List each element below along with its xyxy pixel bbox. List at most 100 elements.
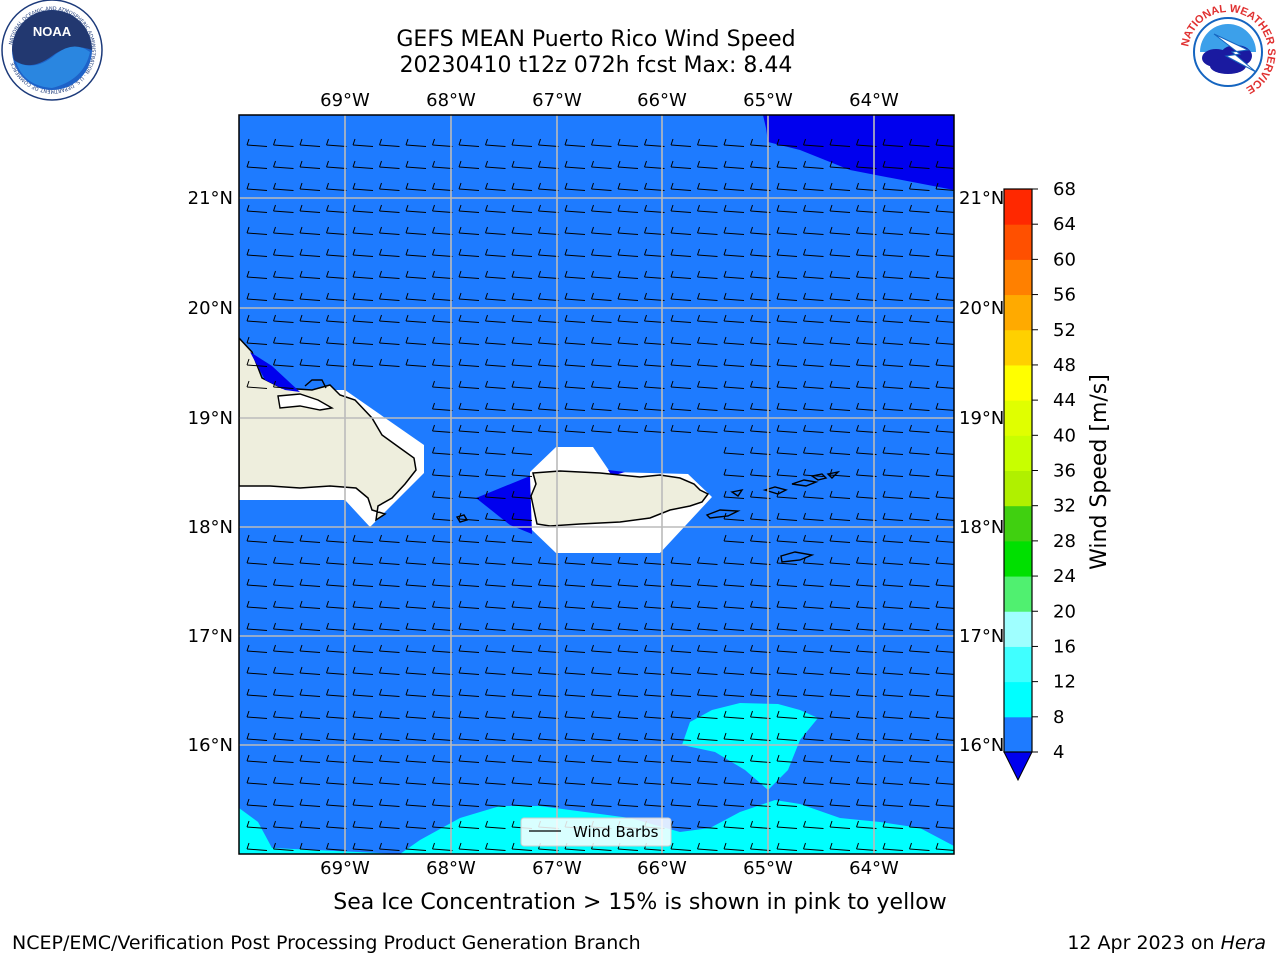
- wind-barb: [909, 798, 930, 807]
- wind-barb: [591, 160, 612, 169]
- wind-barb: [670, 226, 692, 235]
- wind-barb: [670, 798, 692, 807]
- wind-barb: [644, 182, 665, 191]
- wind-barb: [591, 622, 612, 631]
- wind-barb: [591, 380, 612, 389]
- colorbar-segment: [1004, 224, 1032, 260]
- wind-barb: [723, 490, 745, 499]
- wind-barb: [564, 688, 586, 697]
- lat-label-left: 19°N: [188, 408, 233, 429]
- wind-barb: [670, 292, 692, 301]
- wind-barb: [723, 754, 745, 763]
- wind-barb: [856, 248, 877, 257]
- legend-label: Wind Barbs: [573, 823, 659, 841]
- wind-barb: [246, 182, 268, 191]
- wind-barb: [776, 182, 798, 191]
- wind-barb: [299, 754, 321, 763]
- wind-barb: [564, 424, 586, 433]
- wind-barb: [882, 292, 904, 301]
- wind-barb: [299, 314, 321, 323]
- wind-barb: [617, 358, 639, 367]
- wind-barb: [909, 600, 930, 609]
- wind-barb: [882, 820, 904, 829]
- lon-label-bottom: 67°W: [532, 858, 582, 879]
- wind-barb: [485, 754, 506, 763]
- wind-barb: [379, 600, 400, 609]
- wind-barb: [511, 578, 533, 587]
- wind-barb: [882, 490, 904, 499]
- wind-barb: [670, 688, 692, 697]
- wind-barb: [776, 688, 798, 697]
- wind-barb: [829, 204, 851, 213]
- wind-barb: [326, 644, 347, 653]
- wind-barb: [697, 402, 718, 411]
- wind-barb: [591, 270, 612, 279]
- wind-barb: [405, 732, 427, 741]
- wind-barb: [405, 160, 427, 169]
- wind-barb: [803, 754, 824, 763]
- wind-barb: [829, 138, 851, 147]
- wind-barb: [644, 556, 665, 565]
- wind-barb: [856, 710, 877, 719]
- wind-barb: [617, 622, 639, 631]
- wind-barb: [564, 270, 586, 279]
- wind-barb: [829, 314, 851, 323]
- colorbar-segment: [1004, 470, 1032, 507]
- wind-barb: [776, 336, 798, 345]
- lon-label-bottom: 65°W: [743, 858, 793, 879]
- wind-barb: [723, 336, 745, 345]
- wind-barb: [909, 292, 930, 301]
- wind-barb: [432, 468, 453, 477]
- wind-barb: [670, 600, 692, 609]
- wind-barb: [591, 336, 612, 345]
- host-name: Hera: [1220, 932, 1266, 954]
- wind-barb: [273, 270, 294, 279]
- wind-barb: [432, 666, 453, 675]
- wind-barb: [856, 842, 877, 851]
- wind-barb: [776, 666, 798, 675]
- wind-barb: [856, 270, 877, 279]
- wind-barb: [326, 204, 347, 213]
- wind-barb: [829, 182, 851, 191]
- wind-barb: [432, 336, 453, 345]
- wind-barb: [776, 248, 798, 257]
- wind-barb: [564, 336, 586, 345]
- wind-barb: [379, 248, 400, 257]
- wind-barb: [750, 314, 771, 323]
- wind-barb: [432, 182, 453, 191]
- wind-barb: [909, 468, 930, 477]
- wind-barb: [882, 710, 904, 719]
- wind-barb: [564, 798, 586, 807]
- wind-barb: [697, 292, 718, 301]
- wind-barb: [485, 358, 506, 367]
- wind-barb: [723, 688, 745, 697]
- wind-barb: [299, 732, 321, 741]
- wind-barb: [485, 710, 506, 719]
- wind-barb: [776, 710, 798, 719]
- wind-barb: [829, 160, 851, 169]
- wind-barb: [750, 160, 771, 169]
- wind-barb: [723, 732, 745, 741]
- wind-barb: [617, 556, 639, 565]
- wind-barb: [935, 732, 954, 741]
- wind-barb: [591, 754, 612, 763]
- wind-barb: [670, 842, 692, 851]
- wind-barb: [352, 182, 374, 191]
- wind-barb: [776, 160, 798, 169]
- wind-barb: [405, 754, 427, 763]
- wind-barb: [379, 138, 400, 147]
- wind-barb: [564, 226, 586, 235]
- wind-barb: [829, 754, 851, 763]
- wind-barb: [326, 138, 347, 147]
- wind-barb: [246, 270, 268, 279]
- wind-barb: [299, 578, 321, 587]
- wind-barb: [882, 314, 904, 323]
- wind-barb: [909, 688, 930, 697]
- wind-barb: [405, 666, 427, 675]
- lon-label-top: 68°W: [426, 90, 476, 111]
- wind-barb: [485, 380, 506, 389]
- wind-barb: [379, 710, 400, 719]
- wind-barb: [591, 182, 612, 191]
- wind-barb: [538, 314, 559, 323]
- wind-barb: [538, 776, 559, 785]
